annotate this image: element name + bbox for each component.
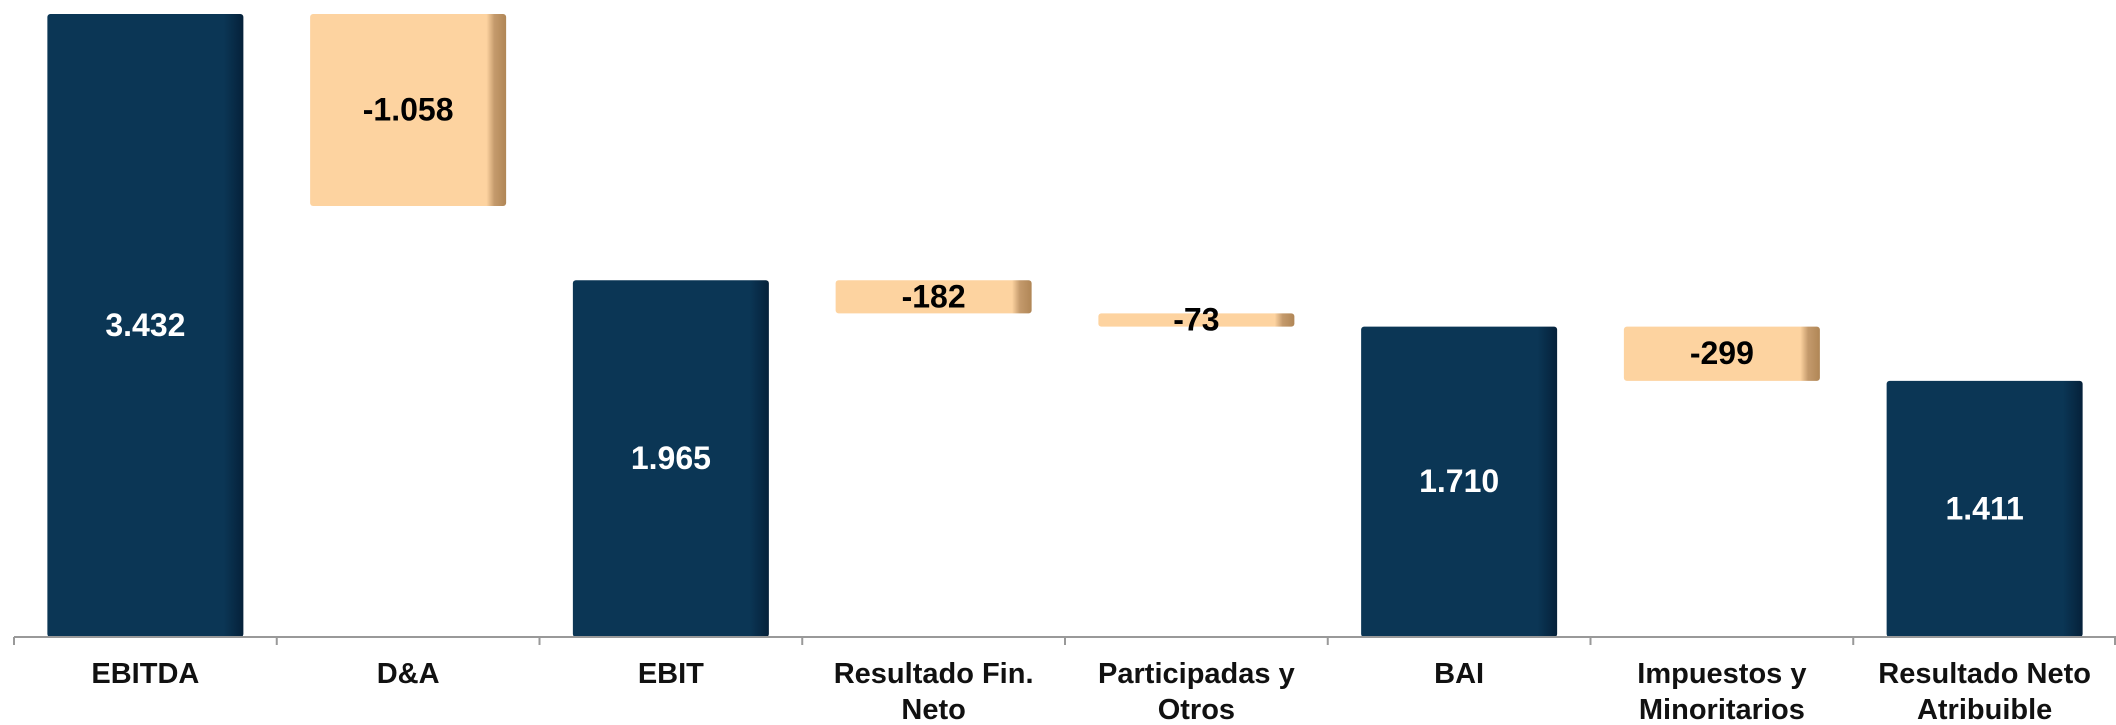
value-label: 1.411 <box>1945 490 2023 526</box>
total-bar <box>572 280 769 637</box>
x-tick-label: Resultado Fin. Neto <box>833 658 1034 725</box>
delta-bar <box>1098 313 1295 327</box>
x-tick-label: BAI <box>1434 658 1485 690</box>
value-label: -1.058 <box>363 91 454 127</box>
x-tick-label: Participadas y Otros <box>1098 658 1295 725</box>
x-tick-label: D&A <box>376 658 440 690</box>
total-bar <box>47 14 244 637</box>
x-tick-label: EBITDA <box>91 658 200 690</box>
delta-bar <box>310 14 507 207</box>
value-label: 3.432 <box>105 307 185 343</box>
x-tick-label: EBIT <box>637 658 704 690</box>
total-bar <box>1886 380 2083 637</box>
total-bar <box>1361 326 1558 637</box>
value-label: -182 <box>902 278 966 314</box>
x-tick-label: Impuestos y Minoritarios <box>1637 658 1807 725</box>
value-label: 1.710 <box>1419 463 1499 499</box>
value-label: -73 <box>1173 301 1219 337</box>
delta-bar <box>835 280 1032 314</box>
x-tick-label: Resultado Neto Atribuible <box>1878 658 2091 725</box>
delta-bar <box>1623 326 1820 381</box>
value-label: -299 <box>1690 335 1754 371</box>
value-label: 1.965 <box>631 440 711 476</box>
